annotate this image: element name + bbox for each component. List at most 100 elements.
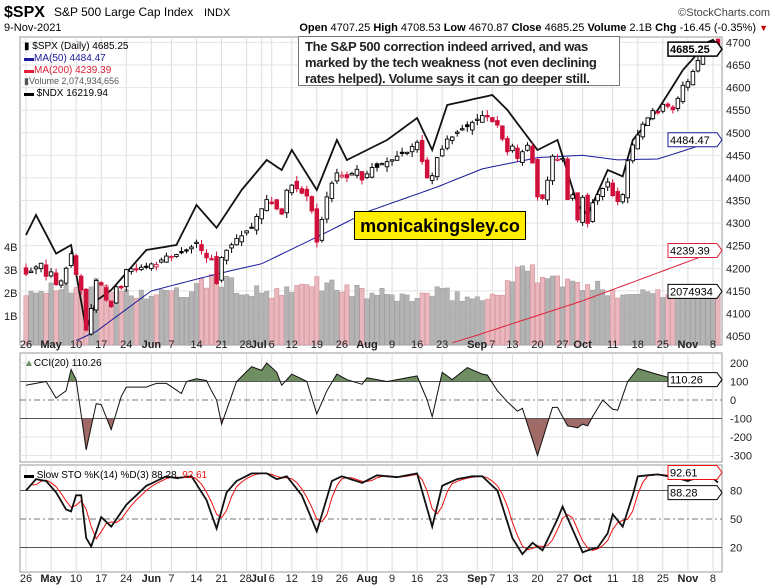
cci-line	[25, 362, 719, 458]
x-tick-label: 19	[311, 573, 323, 585]
legend-ma200-text: MA(200) 4239.39	[34, 65, 112, 76]
volume-bar	[28, 291, 34, 345]
legend-sto-text: Slow STO %K(14) %D(3) 88.28,	[37, 470, 180, 481]
date: 9-Nov-2021	[4, 22, 61, 34]
x-tick-label: 26	[336, 573, 348, 585]
candle-body	[470, 121, 475, 131]
volume-bar	[519, 265, 525, 345]
candle-body	[369, 167, 375, 178]
x-tick-label: 6	[269, 573, 275, 585]
volume-bar	[409, 301, 415, 345]
volume-bar	[454, 291, 460, 345]
candle-body	[78, 275, 84, 291]
ma50-tag-text: 4484.47	[670, 135, 710, 147]
x-tick-label: 9	[389, 573, 395, 585]
price-tick-label: 4450	[726, 150, 750, 162]
sto-k-tag: 88.28	[667, 485, 723, 501]
candle-body	[555, 158, 560, 161]
volume-value: 2.1B	[629, 22, 652, 34]
low-label: Low	[444, 22, 466, 34]
volume-bar	[645, 291, 651, 345]
price-tag: 4685.25	[667, 41, 723, 57]
sto-d-line	[25, 472, 719, 552]
sto-tick-label: 50	[730, 514, 742, 526]
ma50-tag-box	[667, 132, 723, 148]
candle-body	[279, 208, 284, 215]
candle-body	[33, 266, 39, 270]
volume-bar	[163, 290, 169, 345]
candle-body	[274, 199, 279, 210]
x-tick-label: 20	[531, 573, 543, 585]
price-tick-label: 4400	[726, 173, 750, 185]
x-tick-label: Sep	[467, 573, 487, 585]
ndx-line	[25, 38, 719, 331]
candle-body	[635, 134, 641, 150]
volume-bar	[349, 296, 355, 345]
volume-bar	[414, 298, 420, 345]
volume-bar	[304, 284, 310, 345]
volume-bar	[560, 286, 566, 345]
volume-bar	[108, 291, 114, 345]
candle-body	[58, 280, 64, 286]
candle-body	[314, 208, 320, 243]
sto-tick-label: 20	[730, 543, 742, 555]
overlay-lines	[25, 38, 719, 344]
x-tick-label: 20	[531, 339, 543, 351]
volume-bar	[439, 288, 445, 345]
volume-bar	[118, 291, 124, 345]
price-tick-label: 4600	[726, 83, 750, 95]
legend-cci-text: CCI(20) 110.26	[34, 358, 102, 369]
candle-body	[500, 125, 505, 140]
candle-body	[184, 249, 189, 252]
volume-bar	[168, 290, 174, 345]
axes: 26 26 May May 10 10 17 17 24 24 Jun Jun 7 7 14 14 21 21 28…	[4, 37, 752, 585]
x-tick-label: 7	[489, 339, 495, 351]
volume-bar	[189, 291, 194, 345]
volume-bar	[53, 290, 59, 345]
sto-indicator	[25, 472, 719, 556]
volume-bar	[635, 293, 641, 345]
volume-bar	[665, 294, 671, 345]
volume-bar	[73, 287, 79, 345]
legend-price: ▮ $SPX (Daily) 4685.25	[24, 41, 129, 52]
volume-bar	[244, 294, 250, 345]
annotation-box: The S&P 500 correction indeed arrived, a…	[298, 36, 620, 86]
candle-body	[334, 172, 340, 182]
volume-tick-label: 1B	[4, 311, 17, 323]
volume-bar	[324, 282, 330, 345]
volume-bar	[33, 292, 39, 345]
cci-tick-label: -300	[730, 451, 752, 463]
candle-body	[444, 138, 450, 149]
candle-body	[595, 194, 600, 202]
volume-bar	[660, 297, 666, 345]
x-tick-label: 14	[190, 573, 202, 585]
candle-body	[28, 270, 34, 274]
candle-body	[179, 251, 184, 254]
close-value: 4685.25	[545, 22, 585, 34]
candle-body	[525, 144, 530, 151]
candle-body	[600, 188, 605, 197]
x-tick-label: 7	[489, 573, 495, 585]
watermark: monicakingsley.co	[354, 211, 526, 240]
x-tick-label: Nov	[678, 573, 700, 585]
volume-bar	[570, 280, 576, 345]
price-tick-label: 4050	[726, 331, 750, 343]
x-tick-label: 6	[269, 339, 275, 351]
volume-tag: 2074934	[667, 283, 723, 299]
volume-bar	[173, 287, 179, 345]
candle-body	[63, 267, 69, 284]
volume-bar	[148, 296, 154, 345]
candle-body	[249, 226, 254, 229]
volume-bar	[434, 286, 440, 345]
x-tick-label: Jul	[251, 573, 267, 585]
volume-bar	[610, 290, 616, 345]
candle-body	[304, 188, 310, 197]
volume-bar	[319, 290, 325, 345]
candle-body	[460, 128, 465, 131]
volume-bar	[224, 275, 230, 345]
x-tick-label: 21	[215, 339, 227, 351]
candle-body	[660, 103, 666, 112]
x-tick-label: 14	[190, 339, 202, 351]
x-tick-label: 10	[70, 573, 82, 585]
volume-bar	[585, 284, 591, 345]
